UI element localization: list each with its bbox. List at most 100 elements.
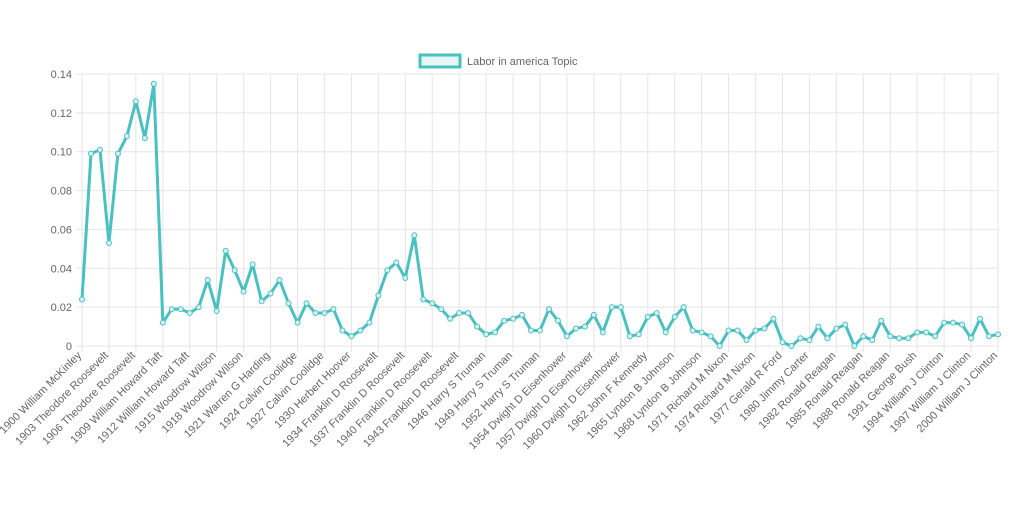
data-point (941, 319, 948, 326)
data-point (923, 329, 930, 336)
y-tick-label: 0.04 (51, 263, 72, 275)
data-point (968, 335, 975, 342)
data-point (177, 306, 184, 313)
data-point (438, 306, 445, 313)
data-point (267, 290, 274, 297)
data-point (393, 259, 400, 266)
data-point (779, 339, 786, 346)
data-point (150, 80, 157, 87)
data-point (653, 309, 660, 316)
data-point (294, 319, 301, 326)
data-point (186, 309, 193, 316)
data-point (590, 311, 597, 318)
data-point (554, 317, 561, 324)
data-point (474, 323, 481, 330)
data-point (96, 146, 103, 153)
data-point (815, 323, 822, 330)
data-point (168, 306, 175, 313)
data-point (833, 325, 840, 332)
y-tick-label: 0.12 (51, 108, 72, 120)
y-tick-label: 0.02 (51, 302, 72, 314)
data-point (896, 335, 903, 342)
data-point (581, 323, 588, 330)
data-point (734, 327, 741, 334)
data-point (339, 327, 346, 334)
data-point (249, 261, 256, 268)
data-point (519, 311, 526, 318)
data-point (114, 150, 121, 157)
data-point (707, 333, 714, 340)
data-point (599, 329, 606, 336)
data-point (977, 315, 984, 322)
data-point (950, 319, 957, 326)
data-point (671, 313, 678, 320)
data-point (303, 300, 310, 307)
data-point (626, 333, 633, 340)
data-point (689, 327, 696, 334)
data-point (384, 267, 391, 274)
legend-label: Labor in america Topic (467, 56, 578, 68)
data-point (635, 331, 642, 338)
data-point (132, 98, 139, 105)
data-point (321, 309, 328, 316)
data-point (222, 247, 229, 254)
data-point (312, 309, 319, 316)
legend-swatch (418, 53, 462, 69)
data-point (545, 306, 552, 313)
data-point (159, 319, 166, 326)
data-point (806, 337, 813, 344)
data-point (959, 321, 966, 328)
data-point (492, 329, 499, 336)
data-point (213, 308, 220, 315)
data-point (510, 315, 517, 322)
data-point (761, 325, 768, 332)
y-tick-label: 0.14 (51, 69, 72, 81)
data-point (905, 335, 912, 342)
y-tick-label: 0.06 (51, 224, 72, 236)
data-point (788, 343, 795, 349)
data-point (240, 288, 247, 295)
data-point (87, 150, 94, 157)
data-point (608, 304, 615, 311)
data-point (887, 333, 894, 340)
data-point (797, 335, 804, 342)
data-point (851, 343, 858, 349)
data-point (662, 329, 669, 336)
data-point (824, 335, 831, 342)
data-point (644, 313, 651, 320)
data-point (869, 337, 876, 344)
data-point (366, 319, 373, 326)
data-point (986, 333, 993, 340)
data-point (465, 309, 472, 316)
data-point (860, 333, 867, 340)
y-tick-label: 0 (66, 341, 72, 353)
data-point (770, 315, 777, 322)
data-point (914, 329, 921, 336)
y-tick-label: 0.08 (51, 186, 72, 198)
data-point (572, 325, 579, 332)
y-tick-label: 0.10 (51, 147, 72, 159)
data-point (716, 343, 723, 349)
data-point (195, 304, 202, 311)
data-point (123, 133, 130, 140)
data-point (680, 304, 687, 311)
data-point (501, 317, 508, 324)
data-point (411, 232, 418, 239)
data-point (743, 337, 750, 344)
data-point (105, 240, 112, 247)
data-point (375, 292, 382, 299)
data-point (617, 304, 624, 311)
data-point (204, 276, 211, 283)
data-point (528, 327, 535, 334)
data-point (348, 333, 355, 340)
data-point (698, 329, 705, 336)
data-point (231, 267, 238, 274)
data-point (276, 276, 283, 283)
data-point (79, 296, 85, 303)
data-point (878, 317, 885, 324)
data-point (483, 331, 490, 338)
data-point (429, 300, 436, 307)
data-point (285, 300, 292, 307)
data-point (420, 296, 427, 303)
